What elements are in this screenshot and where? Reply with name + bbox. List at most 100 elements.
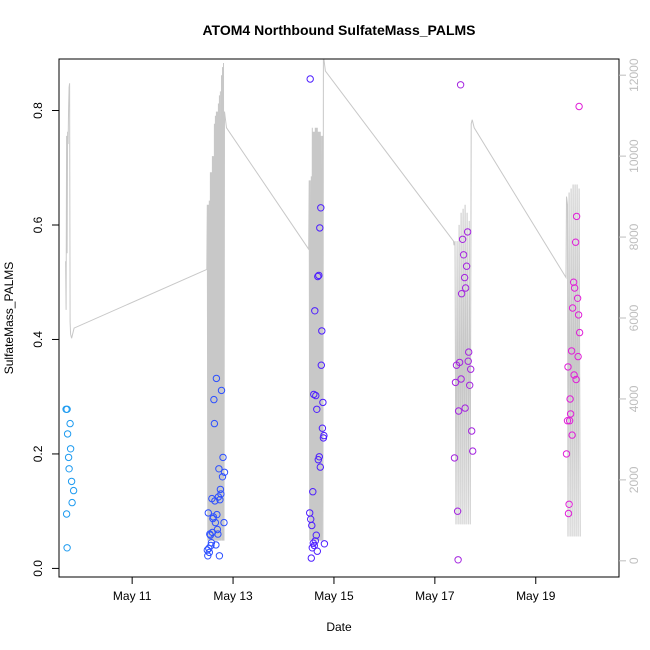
data-point [310,390,318,399]
data-point [565,417,574,425]
x-axis-label: Date [326,620,352,634]
data-point [562,450,571,458]
data-point [458,235,467,244]
data-point [217,490,225,498]
data-point [571,238,580,246]
data-point [62,510,71,518]
data-point [220,518,228,527]
y2-tick-label: 6000 [627,304,641,331]
data-point [315,271,323,280]
data-point [66,445,75,453]
series-flight-5 [562,102,584,518]
data-point [566,395,574,403]
y-tick-label: 0.4 [31,331,45,348]
data-point [215,552,224,560]
data-point [215,465,223,473]
data-point [568,304,577,312]
data-point [572,375,580,384]
data-point [570,371,578,379]
data-point [566,410,575,418]
data-point [212,374,221,383]
data-point [204,509,213,517]
data-point [457,375,465,383]
data-point [219,453,227,462]
data-point [311,307,319,315]
data-point [309,488,317,496]
data-point [575,328,584,337]
data-point [218,473,227,481]
data-point [572,212,581,221]
data-point [313,405,321,413]
x-tick-label: May 13 [213,589,253,603]
data-point [454,556,462,564]
data-point [311,537,319,545]
data-point [66,419,74,428]
data-point [205,548,214,557]
data-point [574,352,582,361]
data-point [460,273,469,282]
data-point [456,81,465,89]
x-tick-label: May 11 [113,589,152,603]
data-point [210,395,218,404]
data-point [457,290,466,298]
series-flight-2 [203,374,229,560]
data-point [453,507,462,515]
x-tick-label: May 15 [314,589,354,603]
plot-frame [58,58,620,578]
data-point [567,347,576,355]
data-point [574,311,583,319]
data-point [204,552,212,560]
data-point [64,453,73,462]
data-point [564,363,572,371]
data-point [318,424,327,432]
data-point [310,541,318,550]
data-point [319,398,327,407]
data-point [319,434,328,442]
data-point [316,224,324,232]
data-point [306,75,314,83]
data-point [565,500,573,508]
y-axis-right: 0 2000 4000 6000 8000 10000 12000 [619,58,641,564]
data-point [454,407,463,415]
data-point [450,454,459,462]
data-point [455,358,464,367]
data-point [314,272,322,281]
y-tick-label: 0.6 [31,216,45,233]
data-point [318,327,326,335]
data-point [573,294,582,302]
data-point [308,521,316,530]
chart-title: ATOM4 Northbound SulfateMass_PALMS [202,22,475,38]
data-point [575,102,583,111]
y2-tick-label: 0 [627,557,641,564]
series-flight-3 [306,75,329,562]
data-point [63,405,71,413]
y-tick-label: 0.2 [31,445,45,462]
data-point [213,525,222,534]
data-point [465,348,473,356]
data-point [570,284,579,292]
data-point [313,547,321,555]
data-point [461,284,470,292]
data-point [207,539,216,547]
data-point [469,447,477,455]
data-point [312,391,320,400]
data-point [308,544,316,552]
data-point [207,541,215,550]
data-point [217,386,226,395]
x-tick-label: May 17 [415,589,455,603]
data-point [464,357,472,365]
data-point [459,251,468,259]
data-point [216,485,225,494]
data-point [69,486,78,495]
data-point [564,509,573,518]
y2-tick-label: 4000 [627,385,641,412]
data-point [67,477,76,486]
data-point [563,417,572,425]
y2-tick-label: 12000 [627,58,641,92]
data-point [307,554,315,562]
series-flight-4 [450,81,477,564]
data-point [220,468,229,476]
data-point [462,262,471,270]
data-point [568,431,576,439]
